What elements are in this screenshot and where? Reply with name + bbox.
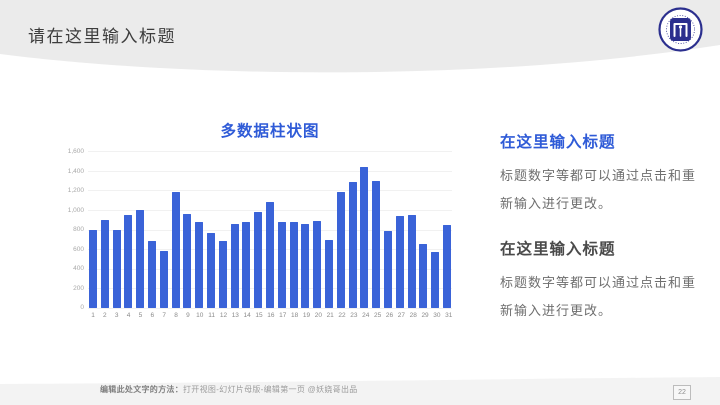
bar-11 bbox=[206, 233, 215, 308]
bar-9 bbox=[183, 213, 192, 308]
x-tick-label: 10 bbox=[196, 312, 204, 319]
x-tick-label: 3 bbox=[114, 312, 119, 319]
bar-8 bbox=[171, 192, 180, 308]
bar-4 bbox=[124, 214, 133, 308]
bar-19 bbox=[301, 223, 310, 308]
x-tick-label: 6 bbox=[150, 312, 155, 319]
y-tick-label: 600 bbox=[73, 245, 84, 253]
y-tick-label: 1,200 bbox=[67, 187, 84, 194]
footer-edit-note: 编辑此处文字的方法：打开视图-幻灯片母版-编辑第一页 @妖娆哥出品 bbox=[100, 384, 358, 395]
x-tick-label: 4 bbox=[126, 312, 131, 319]
x-tick-label: 1 bbox=[91, 312, 95, 319]
x-tick-label: 8 bbox=[174, 312, 178, 319]
x-tick-label: 20 bbox=[314, 312, 322, 319]
header-wave-curve bbox=[0, 45, 720, 82]
x-tick-label: 2 bbox=[103, 312, 107, 319]
bar-3 bbox=[112, 229, 121, 308]
bar-30 bbox=[431, 252, 440, 308]
y-tick-label: 1,400 bbox=[67, 167, 84, 175]
section-1-heading[interactable]: 在这里输入标题 bbox=[500, 134, 616, 151]
section-2-body[interactable]: 标题数字等都可以通过点击和重新输入进行更改。 bbox=[500, 275, 697, 318]
y-tick-label: 400 bbox=[73, 265, 84, 272]
bar-7 bbox=[159, 251, 168, 308]
x-tick-label: 26 bbox=[385, 312, 394, 319]
bar-5 bbox=[136, 209, 145, 308]
x-tick-label: 5 bbox=[138, 312, 143, 319]
x-tick-label: 25 bbox=[374, 312, 382, 319]
x-tick-label: 9 bbox=[186, 312, 190, 319]
page-number-badge: 22 bbox=[673, 385, 691, 400]
text-section-2: 在这里输入标题 标题数字等都可以通过点击和重新输入进行更改。 bbox=[500, 237, 710, 325]
bar-17 bbox=[277, 221, 286, 308]
x-tick-label: 23 bbox=[350, 312, 358, 319]
bar-21 bbox=[324, 240, 333, 308]
y-tick-label: 1,600 bbox=[67, 148, 84, 155]
section-2-heading[interactable]: 在这里输入标题 bbox=[500, 241, 616, 258]
bar-24 bbox=[360, 166, 369, 308]
x-tick-label: 17 bbox=[279, 312, 287, 319]
bar-27 bbox=[395, 215, 404, 308]
x-tick-label: 18 bbox=[290, 312, 299, 319]
x-tick-label: 22 bbox=[338, 312, 346, 319]
header-band bbox=[0, 0, 720, 82]
footer-edit-note-bold: 编辑此处文字的方法： bbox=[100, 385, 183, 394]
gridline bbox=[88, 170, 452, 172]
x-tick-label: 27 bbox=[397, 312, 405, 319]
bar-14 bbox=[242, 221, 251, 308]
bar-2 bbox=[100, 219, 109, 308]
bar-29 bbox=[419, 244, 428, 308]
x-tick-label: 19 bbox=[302, 312, 311, 319]
x-tick-label: 28 bbox=[409, 312, 417, 319]
bar-23 bbox=[348, 182, 357, 308]
y-tick-label: 200 bbox=[73, 284, 84, 292]
x-tick-label: 12 bbox=[219, 312, 228, 319]
x-tick-label: 14 bbox=[243, 312, 251, 319]
bar-22 bbox=[336, 192, 345, 308]
bar-20 bbox=[313, 220, 322, 308]
x-tick-label: 7 bbox=[162, 312, 166, 319]
bar-16 bbox=[265, 202, 274, 308]
bar-25 bbox=[372, 181, 381, 308]
y-tick-label: 800 bbox=[73, 226, 84, 233]
bar-31 bbox=[442, 224, 451, 308]
gridline bbox=[88, 190, 452, 192]
university-emblem-logo bbox=[658, 7, 703, 52]
footer-edit-note-rest: 打开视图-幻灯片母版-编辑第一页 @妖娆哥出品 bbox=[183, 385, 358, 394]
footer-band bbox=[0, 377, 720, 405]
x-tick-label: 24 bbox=[362, 312, 370, 319]
bar-13 bbox=[230, 223, 239, 308]
chart-title[interactable]: 多数据柱状图 bbox=[220, 123, 320, 140]
chart-y-axis: 1,600 1,400 1,200 1,000 800 600 400 200 0 bbox=[52, 148, 84, 311]
x-tick-label: 16 bbox=[267, 312, 275, 319]
x-tick-label: 21 bbox=[326, 312, 334, 319]
bar-15 bbox=[254, 211, 263, 308]
bar-10 bbox=[195, 221, 204, 308]
bar-28 bbox=[407, 214, 416, 308]
section-1-body[interactable]: 标题数字等都可以通过点击和重新输入进行更改。 bbox=[500, 168, 697, 211]
y-tick-label: 0 bbox=[80, 304, 84, 311]
x-tick-label: 13 bbox=[231, 312, 239, 319]
bar-26 bbox=[383, 231, 392, 308]
chart-bars bbox=[88, 151, 452, 308]
x-tick-label: 15 bbox=[255, 312, 263, 319]
text-section-1: 在这里输入标题 标题数字等都可以通过点击和重新输入进行更改。 bbox=[500, 130, 710, 218]
x-tick-label: 29 bbox=[421, 312, 429, 319]
x-tick-label: 31 bbox=[445, 312, 453, 319]
bar-chart[interactable]: 1,600 1,400 1,200 1,000 800 600 400 200 0 bbox=[68, 148, 452, 311]
bar-6 bbox=[147, 241, 156, 308]
bar-1 bbox=[89, 229, 97, 308]
slide-title-placeholder[interactable]: 请在这里输入标题 bbox=[28, 27, 176, 46]
x-tick-label: 11 bbox=[208, 312, 215, 319]
x-tick-label: 30 bbox=[433, 312, 441, 319]
gridline bbox=[88, 151, 452, 152]
bar-18 bbox=[289, 221, 298, 308]
y-tick-label: 1,000 bbox=[67, 206, 84, 214]
gridline bbox=[88, 308, 452, 309]
bar-12 bbox=[218, 241, 227, 308]
chart-x-axis: 1 2 3 4 5 6 7 8 9 10 11 12 13 14 15 16 17 18 19 20 21 22 23 24 2… bbox=[88, 312, 454, 319]
